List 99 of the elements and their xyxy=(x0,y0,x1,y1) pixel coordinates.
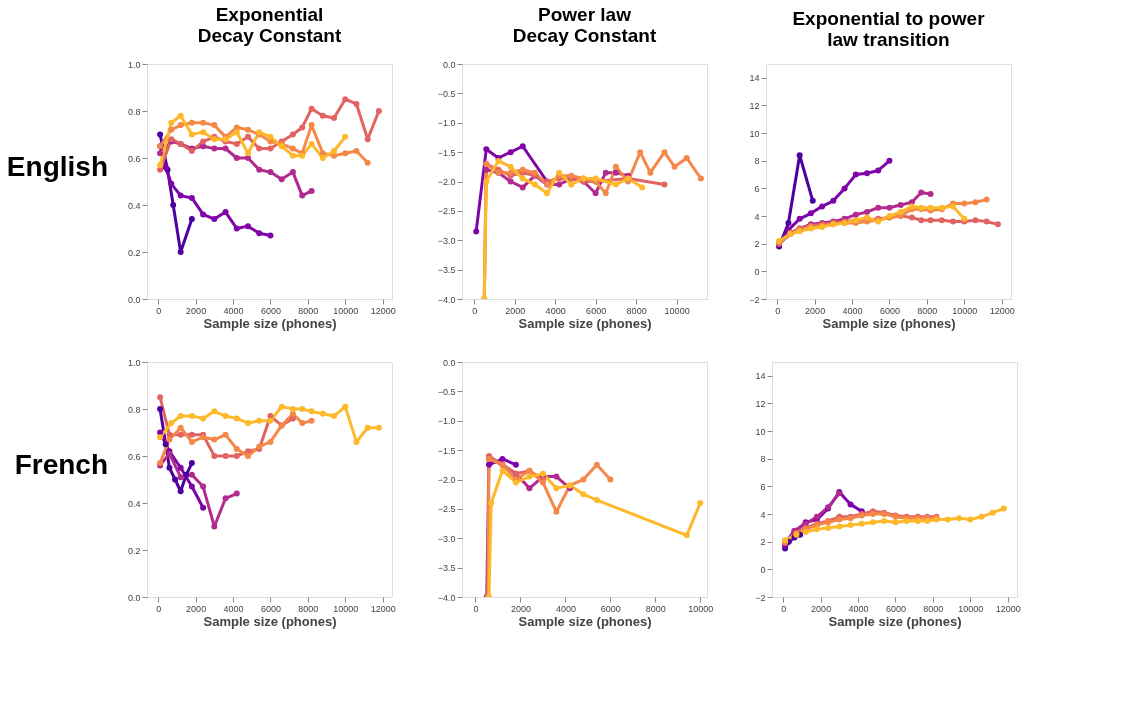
x-tick-label: 6000 xyxy=(260,305,281,316)
x-axis-title: Sample size (phones) xyxy=(203,613,337,629)
y-tick-label: 0.0 xyxy=(127,592,141,603)
chart-title: Power law Decay Constant xyxy=(512,4,657,46)
x-tick-label: 4000 xyxy=(545,305,566,316)
chart-title: Exponential to power law transition xyxy=(792,8,986,50)
y-tick-label: 0.2 xyxy=(127,247,141,258)
y-tick-label: 0.8 xyxy=(127,106,141,117)
x-axis-title: Sample size (phones) xyxy=(828,613,962,629)
y-tick-label: −4.0 xyxy=(437,592,456,603)
x-tick-label: 2000 xyxy=(186,305,207,316)
y-tick-label: 12 xyxy=(749,100,760,111)
y-tick-label: 0.8 xyxy=(127,404,141,415)
y-tick-label: 10 xyxy=(755,426,766,437)
x-tick-label: 10000 xyxy=(952,305,978,316)
y-tick-label: 0.6 xyxy=(127,153,141,164)
x-tick-label: 8000 xyxy=(645,603,666,614)
x-tick-label: 2000 xyxy=(510,603,531,614)
x-tick-label: 0 xyxy=(775,305,781,316)
y-tick-label: −1.0 xyxy=(437,416,456,427)
x-tick-label: 10000 xyxy=(333,603,359,614)
x-tick-label: 6000 xyxy=(879,305,900,316)
x-tick-label: 12000 xyxy=(989,305,1015,316)
y-tick-label: 14 xyxy=(755,371,766,382)
y-tick-label: 0.6 xyxy=(127,451,141,462)
y-tick-label: 6 xyxy=(754,183,760,194)
y-tick-label: 0.4 xyxy=(127,498,141,509)
x-axis-title: Sample size (phones) xyxy=(203,315,337,331)
x-tick-label: 0 xyxy=(156,603,162,614)
y-tick-label: 12 xyxy=(755,398,766,409)
y-tick-label: 8 xyxy=(754,156,760,167)
x-tick-label: 10000 xyxy=(688,603,714,614)
y-tick-label: 14 xyxy=(749,73,760,84)
y-tick-label: −0.5 xyxy=(437,88,456,99)
x-tick-label: 4000 xyxy=(848,603,869,614)
x-tick-label: 6000 xyxy=(600,603,621,614)
y-tick-label: −0.5 xyxy=(437,386,456,397)
x-tick-label: 2000 xyxy=(186,603,207,614)
y-tick-label: 1.0 xyxy=(127,357,141,368)
y-tick-label: 10 xyxy=(749,128,760,139)
chart-title: Exponential Decay Constant xyxy=(197,4,342,46)
x-tick-label: 0 xyxy=(781,603,787,614)
x-tick-label: 10000 xyxy=(664,305,690,316)
y-tick-label: −3.5 xyxy=(437,563,456,574)
y-axis-title: French xyxy=(14,449,108,480)
x-axis-title: Sample size (phones) xyxy=(518,315,652,331)
x-tick-label: 12000 xyxy=(370,603,396,614)
x-tick-label: 0 xyxy=(156,305,162,316)
x-tick-label: 6000 xyxy=(885,603,906,614)
y-tick-label: −2.0 xyxy=(437,475,456,485)
y-tick-label: −2.5 xyxy=(437,504,456,515)
y-tick-label: −4.0 xyxy=(437,294,456,305)
x-tick-label: 2000 xyxy=(805,305,826,316)
x-tick-label: 6000 xyxy=(586,305,607,316)
x-tick-label: 2000 xyxy=(505,305,526,316)
y-tick-label: 8 xyxy=(760,454,766,465)
x-tick-label: 8000 xyxy=(298,603,319,614)
y-tick-label: −1.5 xyxy=(437,147,456,158)
x-tick-label: 8000 xyxy=(626,305,647,316)
x-tick-label: 6000 xyxy=(260,603,281,614)
y-tick-label: −2.0 xyxy=(437,177,456,187)
y-tick-label: −3.5 xyxy=(437,265,456,276)
x-tick-label: 8000 xyxy=(298,305,319,316)
y-tick-label: −2 xyxy=(749,294,760,305)
y-tick-label: 0.0 xyxy=(442,59,456,70)
y-tick-label: 0.4 xyxy=(127,200,141,211)
y-tick-label: −2 xyxy=(755,592,766,603)
x-axis-title: Sample size (phones) xyxy=(822,315,956,331)
y-tick-label: −3.0 xyxy=(437,533,456,544)
x-tick-label: 2000 xyxy=(811,603,832,614)
y-tick-label: −2.5 xyxy=(437,206,456,217)
x-axis-title: Sample size (phones) xyxy=(518,613,652,629)
y-tick-label: 0.2 xyxy=(127,545,141,556)
x-tick-label: 8000 xyxy=(923,603,944,614)
y-tick-label: 2 xyxy=(760,537,766,548)
y-tick-label: −3.0 xyxy=(437,235,456,246)
x-tick-label: 10000 xyxy=(958,603,984,614)
y-tick-label: −1.0 xyxy=(437,118,456,129)
y-tick-label: 4 xyxy=(754,211,760,222)
y-tick-label: 2 xyxy=(754,239,760,250)
y-tick-label: 0 xyxy=(754,266,760,277)
x-tick-label: 4000 xyxy=(555,603,576,614)
y-tick-label: −1.5 xyxy=(437,445,456,456)
x-tick-label: 4000 xyxy=(842,305,863,316)
x-tick-label: 0 xyxy=(472,305,478,316)
y-tick-label: 0.0 xyxy=(127,294,141,305)
y-tick-label: 1.0 xyxy=(127,59,141,70)
y-tick-label: 0 xyxy=(760,564,766,575)
x-tick-label: 12000 xyxy=(370,305,396,316)
x-tick-label: 0 xyxy=(473,603,479,614)
y-tick-label: 0.0 xyxy=(442,357,456,368)
y-tick-label: 4 xyxy=(760,509,766,520)
x-tick-label: 4000 xyxy=(223,305,244,316)
x-tick-label: 10000 xyxy=(333,305,359,316)
y-axis-title: English xyxy=(6,151,108,182)
x-tick-label: 8000 xyxy=(917,305,938,316)
x-tick-label: 12000 xyxy=(995,603,1021,614)
x-tick-label: 4000 xyxy=(223,603,244,614)
y-tick-label: 6 xyxy=(760,481,766,492)
